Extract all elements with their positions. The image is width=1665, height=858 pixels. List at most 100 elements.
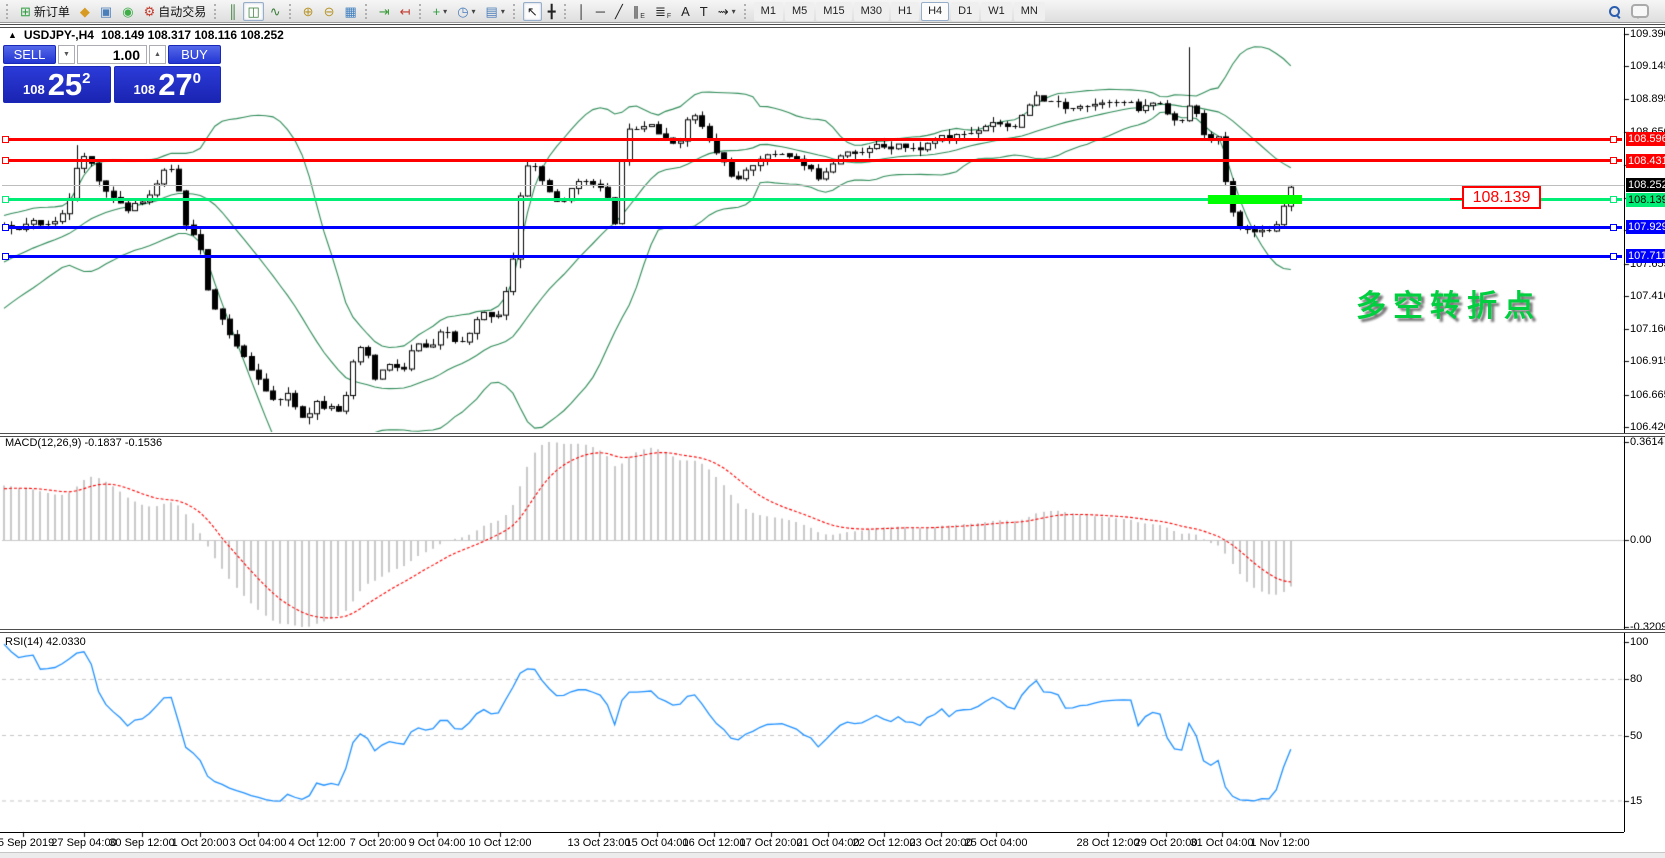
pane-separator-1[interactable] (0, 433, 1665, 437)
buy-button[interactable]: BUY (168, 45, 221, 64)
time-axis-label: 25 Oct 04:00 (964, 837, 1028, 849)
chat-icon (1631, 4, 1649, 19)
timeframe-button-d1[interactable]: D1 (951, 1, 980, 21)
time-axis-label: 17 Oct 20:00 (739, 837, 803, 849)
timeframe-button-w1[interactable]: W1 (981, 1, 1012, 21)
bar-chart-button[interactable]: ║ (224, 2, 241, 21)
time-axis-label: 16 Oct 12:00 (682, 837, 746, 849)
line-handle[interactable] (2, 196, 9, 204)
line-handle[interactable] (2, 252, 9, 260)
line-handle[interactable] (2, 157, 9, 165)
volume-increase-button[interactable]: ▲ (149, 45, 166, 64)
signals-button[interactable]: ◉ (118, 2, 137, 21)
buy-price-button[interactable]: 108 27 0 (113, 66, 221, 103)
collapse-panel-icon[interactable]: ▲ (8, 30, 17, 40)
time-axis-label: 4 Oct 12:00 (288, 837, 346, 849)
time-axis-label: 1 Nov 12:00 (1250, 837, 1310, 849)
current-price-badge: 108.252 (1626, 177, 1665, 192)
templates-button[interactable]: ▤ ▾ (482, 2, 509, 21)
horizontal-line-107.711[interactable] (2, 254, 1622, 258)
search-button[interactable] (1604, 2, 1625, 21)
sell-button[interactable]: SELL (3, 45, 56, 64)
chart-window-icon: ▣ (99, 3, 113, 19)
line-handle[interactable] (1610, 223, 1617, 231)
periods-button[interactable]: ◷ ▾ (453, 2, 479, 21)
zoom-in-button[interactable]: ⊕ (299, 2, 318, 21)
sell-price-button[interactable]: 108 25 2 (3, 66, 111, 103)
macd-axis-label: 0.00 (1630, 534, 1652, 546)
chart-window-button[interactable]: ▣ (96, 2, 116, 21)
tickets-button[interactable]: ◆ (76, 2, 94, 21)
indicators-button[interactable]: + ▾ (429, 2, 452, 21)
zoom-out-button[interactable]: ⊖ (320, 2, 339, 21)
channel-icon: ∥ (632, 3, 640, 19)
arrows-button[interactable]: ⇝ ▾ (714, 2, 740, 21)
price-axis-tick-label: 107.410 (1630, 289, 1665, 302)
timeframe-button-h4[interactable]: H4 (921, 1, 950, 21)
sell-price-main: 25 (47, 67, 83, 103)
timeframe-button-m1[interactable]: M1 (753, 1, 783, 21)
equidistant-channel-button[interactable]: ∥ E (629, 2, 649, 21)
volume-input[interactable] (77, 45, 147, 64)
autotrading-button[interactable]: ⚙ 自动交易 (140, 2, 211, 21)
indicators-icon: + (432, 3, 441, 19)
price-axis-tick-label: 109.145 (1630, 60, 1665, 73)
line-handle[interactable] (2, 223, 9, 231)
line-handle[interactable] (1610, 135, 1617, 143)
search-icon (1608, 5, 1621, 19)
cursor-button[interactable]: ↖ (522, 1, 542, 21)
fibonacci-button[interactable]: ≣ F (651, 2, 675, 21)
arrows-icon: ⇝ (717, 3, 729, 19)
toolbar-right-group (1603, 2, 1654, 21)
buy-price-base: 108 (133, 81, 156, 97)
text-label-icon: T (699, 3, 708, 19)
price-axis-tick-label: 106.420 (1630, 420, 1665, 433)
horizontal-line-107.929[interactable] (2, 225, 1622, 229)
pivot-point-annotation[interactable]: 多空转折点 (1356, 290, 1541, 323)
toolbar-separator (418, 3, 425, 19)
line-handle[interactable] (1610, 157, 1617, 165)
price-line-badge: 108.596 (1626, 132, 1665, 147)
time-axis-label: 10 Oct 12:00 (468, 837, 532, 849)
timeframe-button-mn[interactable]: MN (1013, 1, 1045, 21)
toolbar-group-orders: ⊞ 新订单 ◆ ▣ ◉ ⚙ 自动交易 (3, 0, 211, 22)
toolbar-group-chart-tools: + ▾ ◷ ▾ ▤ ▾ (416, 0, 510, 22)
chart-shift-button[interactable]: ↤ (396, 2, 415, 21)
price-line-badge: 107.711 (1626, 249, 1665, 264)
price-callout-box[interactable]: 108.139 (1462, 186, 1541, 209)
text-icon: A (681, 3, 690, 19)
fibonacci-icon: ≣ (654, 3, 666, 19)
line-chart-button[interactable]: ∿ (266, 2, 285, 21)
text-button[interactable]: A (677, 2, 694, 21)
time-axis-label: 31 Oct 04:00 (1190, 837, 1254, 849)
timeframe-button-m5[interactable]: M5 (784, 1, 815, 21)
tile-windows-button[interactable]: ▦ (340, 2, 360, 21)
horizontal-line-108.431[interactable] (2, 159, 1622, 163)
support-highlight-rect[interactable] (1208, 195, 1302, 205)
auto-scroll-button[interactable]: ⇥ (375, 2, 394, 21)
volume-decrease-button[interactable]: ▼ (58, 45, 75, 64)
crosshair-button[interactable]: ╋ (544, 2, 560, 21)
text-label-button[interactable]: T (696, 2, 712, 21)
dropdown-caret-icon: ▾ (731, 6, 736, 16)
price-axis-tick-label: 109.390 (1630, 28, 1665, 40)
timeframe-button-m30[interactable]: M30 (853, 1, 890, 21)
horizontal-line-108.139[interactable] (2, 198, 1622, 202)
timeframe-button-h1[interactable]: H1 (891, 1, 920, 21)
timeframe-button-m15[interactable]: M15 (816, 1, 852, 21)
candlestick-button[interactable]: ◫ (243, 1, 264, 21)
new-order-button[interactable]: ⊞ 新订单 (16, 2, 74, 21)
channel-icon-sub: E (640, 12, 645, 20)
line-handle[interactable] (1610, 196, 1617, 204)
pane-separator-2[interactable] (0, 629, 1665, 633)
horizontal-line-108.596[interactable] (2, 137, 1622, 141)
line-handle[interactable] (1610, 252, 1617, 260)
chat-button[interactable] (1627, 2, 1653, 21)
trendline-button[interactable]: ╱ (611, 2, 627, 21)
time-axis-label: 25 Sep 2019 (0, 837, 55, 849)
horizontal-line-button[interactable]: ─ (592, 2, 609, 21)
pane-separator-0[interactable] (0, 24, 1665, 28)
vertical-line-button[interactable]: │ (574, 2, 590, 21)
line-handle[interactable] (2, 135, 9, 143)
